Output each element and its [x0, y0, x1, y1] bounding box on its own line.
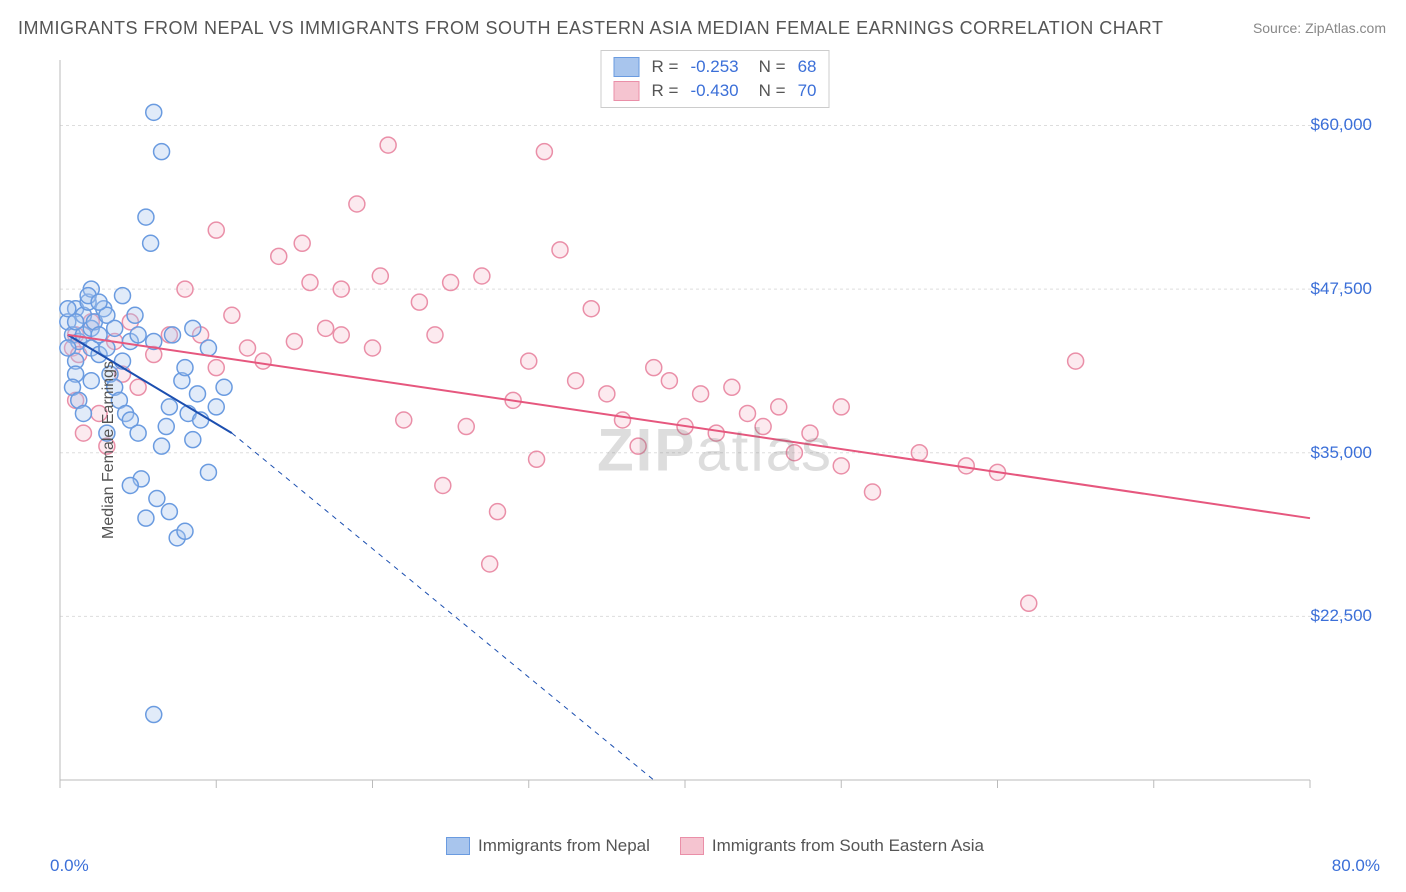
n-value-sea: 70: [798, 81, 817, 101]
chart-container: Median Female Earnings ZIPatlas R = -0.2…: [50, 50, 1380, 850]
chart-title: IMMIGRANTS FROM NEPAL VS IMMIGRANTS FROM…: [18, 18, 1163, 39]
legend-swatch-sea-bottom: [680, 837, 704, 855]
source-attribution: Source: ZipAtlas.com: [1253, 20, 1386, 36]
legend-label-nepal: Immigrants from Nepal: [478, 836, 650, 856]
y-tick-label: $35,000: [1311, 443, 1372, 463]
r-value-nepal: -0.253: [690, 57, 738, 77]
legend-series: Immigrants from Nepal Immigrants from So…: [50, 836, 1380, 856]
y-tick-label: $47,500: [1311, 279, 1372, 299]
source-label: Source:: [1253, 20, 1301, 36]
legend-swatch-nepal-bottom: [446, 837, 470, 855]
source-name: ZipAtlas.com: [1305, 20, 1386, 36]
scatter-chart: [50, 50, 1380, 810]
x-max-label: 80.0%: [1332, 856, 1380, 876]
legend-item-nepal: Immigrants from Nepal: [446, 836, 650, 856]
legend-row-sea: R = -0.430 N = 70: [614, 79, 817, 103]
r-value-sea: -0.430: [690, 81, 738, 101]
n-label: N =: [759, 81, 786, 101]
x-min-label: 0.0%: [50, 856, 89, 876]
y-tick-label: $22,500: [1311, 606, 1372, 626]
legend-row-nepal: R = -0.253 N = 68: [614, 55, 817, 79]
legend-correlation: R = -0.253 N = 68 R = -0.430 N = 70: [601, 50, 830, 108]
legend-swatch-sea: [614, 81, 640, 101]
n-label: N =: [759, 57, 786, 77]
legend-label-sea: Immigrants from South Eastern Asia: [712, 836, 984, 856]
legend-item-sea: Immigrants from South Eastern Asia: [680, 836, 984, 856]
y-axis-label: Median Female Earnings: [100, 361, 118, 539]
n-value-nepal: 68: [798, 57, 817, 77]
r-label: R =: [652, 81, 679, 101]
r-label: R =: [652, 57, 679, 77]
y-tick-label: $60,000: [1311, 115, 1372, 135]
legend-swatch-nepal: [614, 57, 640, 77]
